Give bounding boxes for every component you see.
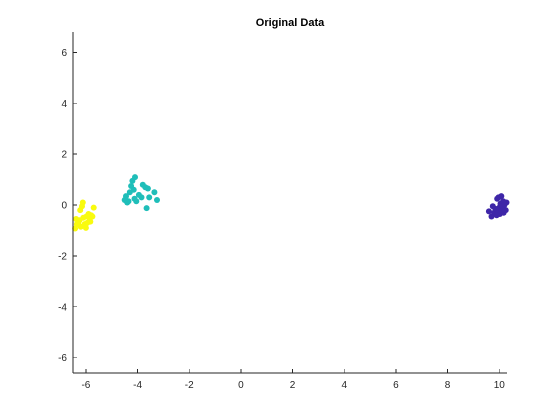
y-tick-label: 4 (61, 99, 67, 110)
data-point (502, 207, 509, 214)
x-tick-label: -2 (185, 380, 194, 391)
x-tick-label: 6 (393, 380, 399, 391)
x-tick-label: 2 (290, 380, 296, 391)
data-point (144, 185, 151, 192)
data-point (133, 198, 140, 205)
data-points (72, 174, 510, 232)
x-tick-label: -6 (81, 380, 90, 391)
data-point (130, 186, 137, 193)
data-point (89, 213, 96, 220)
data-point (132, 174, 138, 181)
data-point (79, 199, 86, 206)
data-point (146, 194, 153, 201)
x-axis-ticks: -6 -4 -2 0 2 4 6 8 10 (81, 369, 505, 391)
x-tick-label: 10 (494, 380, 506, 391)
y-tick-label: -6 (58, 353, 67, 364)
data-point (494, 195, 501, 202)
data-point (82, 224, 89, 231)
data-point (143, 205, 150, 212)
x-tick-label: 0 (238, 380, 244, 391)
data-point (90, 204, 97, 211)
data-point (123, 193, 129, 200)
y-tick-label: -2 (58, 251, 67, 262)
data-point (154, 197, 160, 203)
x-tick-label: -4 (133, 380, 142, 391)
chart-title: Original Data (256, 17, 325, 29)
x-tick-label: 8 (445, 380, 451, 391)
plot-axes: -6 -4 -2 0 2 4 6 8 10 -6 -4 -2 0 2 4 6 (58, 32, 510, 391)
y-tick-label: 6 (61, 48, 67, 59)
data-point (77, 207, 84, 214)
data-point (138, 194, 145, 201)
data-point (485, 208, 492, 215)
data-point (124, 199, 131, 206)
data-point (503, 199, 510, 206)
data-point (87, 218, 94, 225)
x-tick-label: 4 (341, 380, 347, 391)
y-tick-label: 2 (61, 150, 67, 161)
data-point (73, 221, 80, 228)
y-axis-ticks: -6 -4 -2 0 2 4 6 (58, 48, 77, 364)
y-tick-label: -4 (58, 302, 67, 313)
y-tick-label: 0 (61, 201, 67, 212)
data-point (151, 189, 158, 196)
